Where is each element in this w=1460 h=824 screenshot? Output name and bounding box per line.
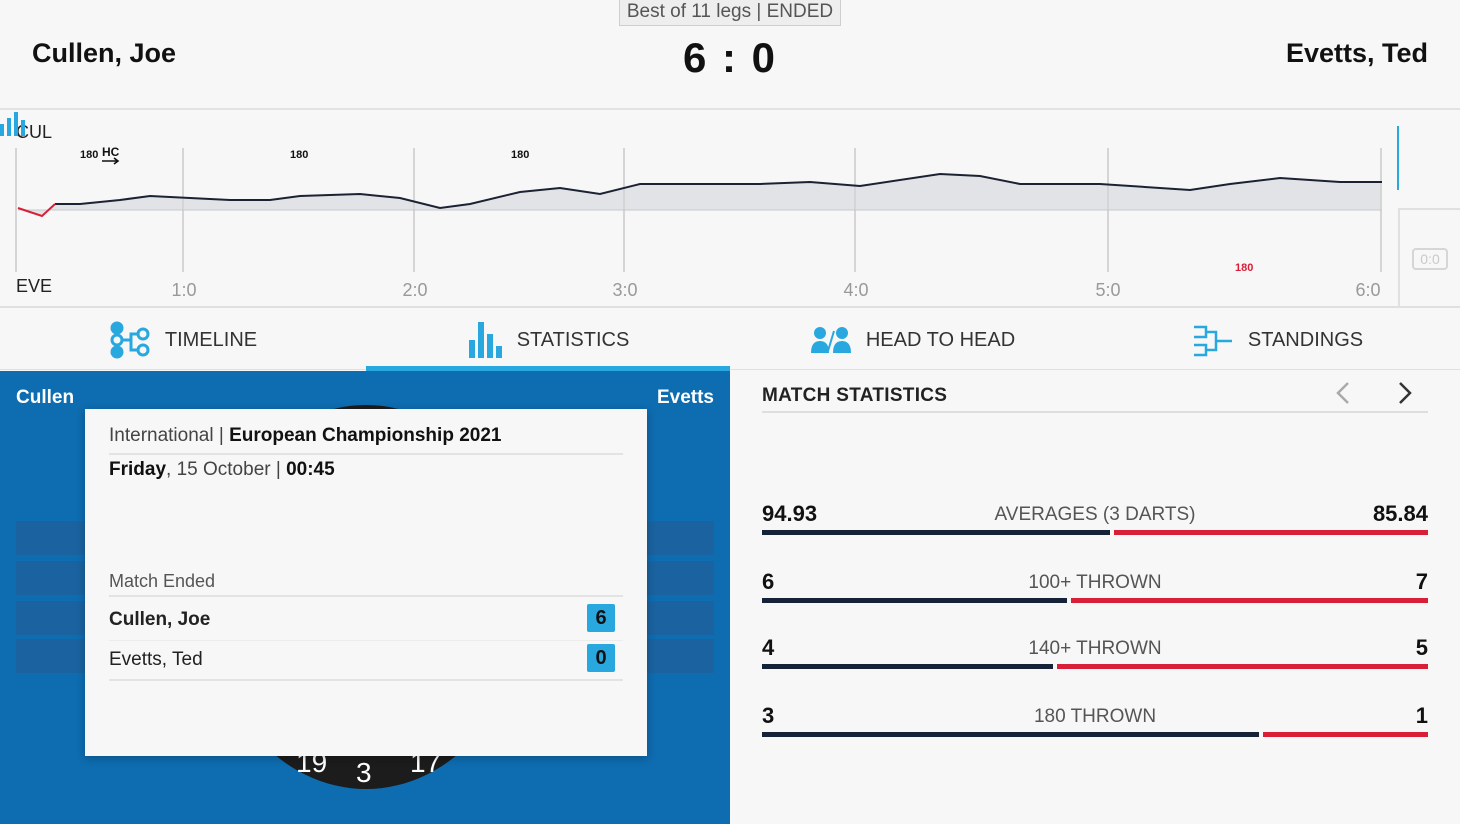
stat-row-bg xyxy=(646,561,714,595)
tournament-category: International xyxy=(109,425,214,446)
match-header: Best of 11 legs | ENDED Cullen, Joe 6 : … xyxy=(0,0,1460,110)
stat-row-bg xyxy=(16,561,86,595)
tab-head-to-head[interactable]: HEAD TO HEAD xyxy=(730,310,1095,370)
away-180-marker: 180 xyxy=(1235,262,1253,274)
popup-player-legs: 0 xyxy=(587,644,615,672)
stat-home-value: 4 xyxy=(762,635,775,660)
timeline-graph: 180 HC 180 180 180 1:0 2:0 3:0 4:0 5:0 6… xyxy=(15,145,1382,300)
tab-head-to-head-label: HEAD TO HEAD xyxy=(865,328,1016,351)
stat-away-value: 85.84 xyxy=(1372,501,1428,526)
stat-home-value: 94.93 xyxy=(762,501,818,526)
stat-row: 3 180 THROWN 1 xyxy=(762,703,1428,743)
timeline-away-line xyxy=(17,203,56,218)
tab-timeline-label: TIMELINE xyxy=(164,328,258,351)
timeline-home-line xyxy=(55,172,1382,210)
chevron-right-icon[interactable] xyxy=(1392,379,1416,407)
head-to-head-icon xyxy=(810,327,851,353)
match-tabs: TIMELINE STATISTICS HEAD TO HEAD xyxy=(0,310,1460,371)
stat-row-bg xyxy=(16,521,86,555)
bracket-icon xyxy=(1193,325,1232,357)
board-number: 3 xyxy=(356,757,372,788)
home-180-marker: 180 xyxy=(511,149,529,161)
tab-timeline[interactable]: TIMELINE xyxy=(0,310,366,370)
leg-score-label: 4:0 xyxy=(843,280,868,300)
home-180-marker: 180 xyxy=(290,149,308,161)
match-statistics-title: MATCH STATISTICS xyxy=(762,385,1428,413)
timeline-away-abbrev: EVE xyxy=(16,276,53,296)
tournament-separator: | xyxy=(218,425,224,446)
tab-statistics-label: STATISTICS xyxy=(516,328,630,351)
leg-score-label: 3:0 xyxy=(612,280,637,300)
popup-player-name: Evetts, Ted xyxy=(109,649,203,670)
leg-score-label: 2:0 xyxy=(402,280,427,300)
bar-chart-icon xyxy=(468,322,502,358)
leg-score-label: 1:0 xyxy=(171,280,196,300)
stat-away-value: 7 xyxy=(1415,569,1428,594)
stat-row: 4 140+ THROWN 5 xyxy=(762,635,1428,675)
stat-row-bg xyxy=(646,639,714,673)
stat-label: 100+ THROWN xyxy=(1028,572,1162,593)
stat-away-bar xyxy=(1114,530,1428,535)
popup-player-row[interactable]: Cullen, Joe 6 xyxy=(109,601,623,641)
match-date: , 15 October | xyxy=(166,459,287,480)
away-player-name[interactable]: Evetts, Ted xyxy=(1285,38,1428,68)
chevron-left-icon[interactable] xyxy=(1332,379,1356,407)
chart-toggle-indicator xyxy=(1397,126,1399,190)
stat-home-bar xyxy=(762,732,1259,737)
stat-away-bar xyxy=(1071,598,1428,603)
home-180-marker: 180 xyxy=(80,149,98,161)
timeline-home-abbrev: CUL xyxy=(16,122,53,142)
bar-chart-toggle-icon[interactable] xyxy=(0,112,28,138)
tab-statistics[interactable]: STATISTICS xyxy=(366,310,730,371)
match-timeline-chart: 180 HC 180 180 180 1:0 2:0 3:0 4:0 5:0 6… xyxy=(0,112,1460,308)
stat-away-bar xyxy=(1263,732,1428,737)
stat-away-bar xyxy=(1057,664,1428,669)
stat-row-bg xyxy=(16,601,86,635)
match-score: 6 : 0 xyxy=(682,34,778,81)
stat-label: AVERAGES (3 DARTS) xyxy=(994,504,1196,525)
popup-player-name: Cullen, Joe xyxy=(109,609,211,630)
stat-row: 6 100+ THROWN 7 xyxy=(762,569,1428,609)
stat-home-bar xyxy=(762,664,1053,669)
score-reset-box[interactable]: 0:0 xyxy=(1412,248,1448,270)
stat-row-bg xyxy=(646,601,714,635)
stat-row-bg xyxy=(16,639,86,673)
tournament-line: International | European Championship 20… xyxy=(109,425,623,455)
stat-home-bar xyxy=(762,530,1110,535)
leg-score-label: 6:0 xyxy=(1355,280,1380,300)
match-statistics-panel: MATCH STATISTICS 94.93 AVERAGES (3 DARTS… xyxy=(730,371,1460,824)
tournament-name[interactable]: European Championship 2021 xyxy=(229,425,502,446)
match-status: Match Ended xyxy=(109,571,623,597)
match-format-badge: Best of 11 legs | ENDED xyxy=(619,0,841,26)
popup-player-row[interactable]: Evetts, Ted 0 xyxy=(109,641,623,681)
high-checkout-marker: HC xyxy=(102,145,120,159)
tab-standings-label: STANDINGS xyxy=(1247,328,1364,351)
stat-away-value: 5 xyxy=(1415,635,1428,660)
panel-away-name: Evetts xyxy=(656,387,714,408)
match-day: Friday xyxy=(109,459,167,480)
match-time: 00:45 xyxy=(286,459,335,480)
home-player-name[interactable]: Cullen, Joe xyxy=(32,38,177,68)
stat-away-value: 1 xyxy=(1415,703,1428,728)
stat-home-value: 6 xyxy=(762,569,775,594)
popup-player-legs: 6 xyxy=(587,604,615,632)
stat-row-bg xyxy=(646,521,714,555)
match-datetime: Friday, 15 October | 00:45 xyxy=(109,459,335,481)
timeline-icon xyxy=(110,321,150,359)
high-checkout-arrow-icon xyxy=(102,157,120,165)
stat-home-bar xyxy=(762,598,1067,603)
stat-row: 94.93 AVERAGES (3 DARTS) 85.84 xyxy=(762,501,1428,541)
stat-label: 180 THROWN xyxy=(1033,706,1157,727)
stat-label: 140+ THROWN xyxy=(1028,638,1162,659)
tab-standings[interactable]: STANDINGS xyxy=(1095,310,1460,370)
chart-side-panel xyxy=(1398,208,1460,308)
match-info-popup: International | European Championship 20… xyxy=(85,409,647,756)
panel-home-name: Cullen xyxy=(16,387,75,408)
stat-home-value: 3 xyxy=(762,703,775,728)
leg-score-label: 5:0 xyxy=(1095,280,1120,300)
